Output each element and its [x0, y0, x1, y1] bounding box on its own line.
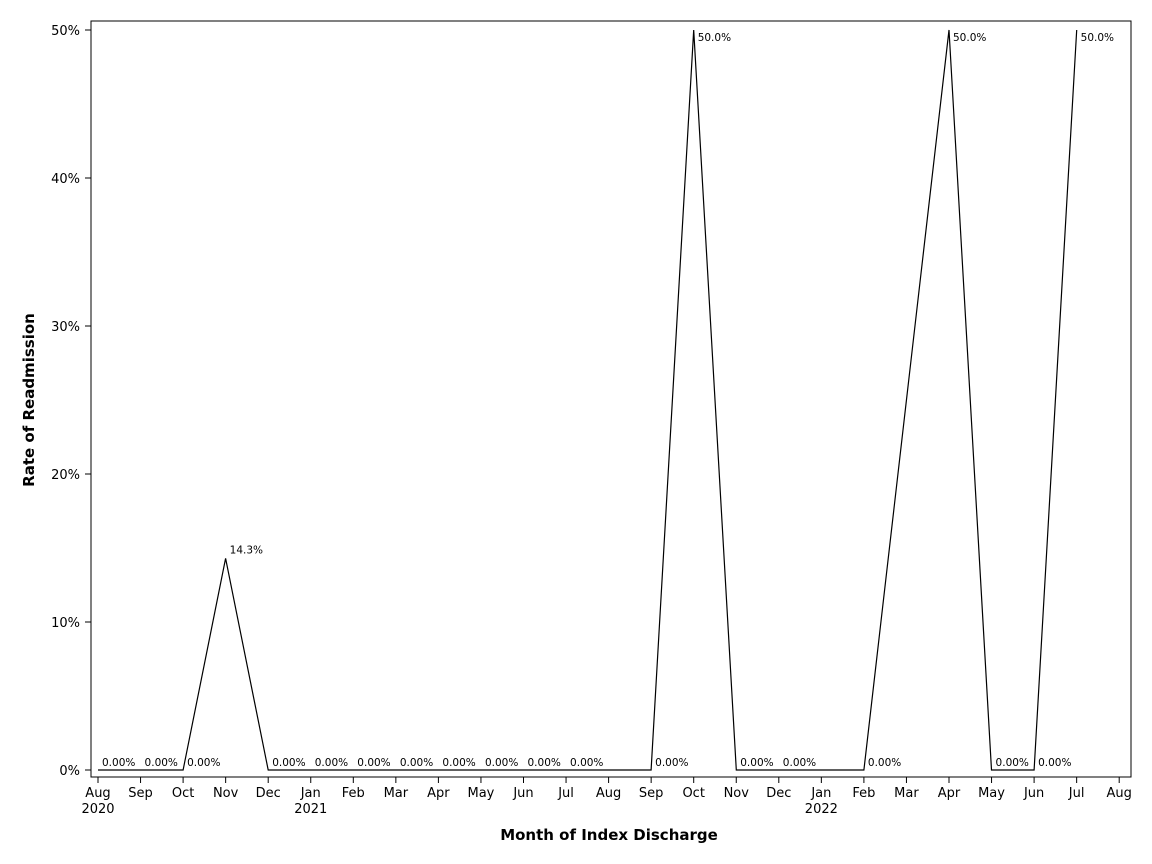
data-label: 0.00% [528, 757, 561, 769]
x-tick-label: May [468, 786, 495, 801]
data-label: 0.00% [145, 757, 178, 769]
data-label: 0.00% [485, 757, 518, 769]
data-label: 0.00% [868, 757, 901, 769]
y-axis-title: Rate of Readmission [20, 313, 38, 487]
data-label: 14.3% [230, 544, 263, 556]
data-label: 0.00% [570, 757, 603, 769]
x-tick-label: Feb [342, 786, 365, 801]
y-tick-label: 50% [51, 24, 80, 39]
y-tick-label: 30% [51, 320, 80, 335]
x-tick-label: Jan [810, 786, 831, 801]
x-tick-label: Oct [172, 786, 194, 801]
x-tick-label: Dec [766, 786, 791, 801]
x-tick-label: Sep [128, 786, 153, 801]
x-axis: Aug Sep Oct Nov Dec Jan Feb Mar Apr May Jun Jul Aug S… [81, 777, 1132, 817]
x-tick-label: Apr [427, 786, 450, 801]
y-tick-label: 20% [51, 468, 80, 483]
x-tick-label: Jun [512, 786, 533, 801]
x-axis-title: Month of Index Discharge [500, 826, 718, 844]
x-tick-label: Feb [852, 786, 875, 801]
x-year-label: 2022 [805, 802, 838, 817]
y-axis: 0% 10% 20% 30% 40% 50% [51, 24, 91, 779]
data-label-layer: 0.00% 0.00% 0.00% 14.3% 0.00% 0.00% 0.00% 0.00%… [102, 32, 1114, 769]
data-label: 50.0% [953, 32, 986, 44]
x-tick-label: Nov [724, 786, 750, 801]
x-tick-label: Oct [682, 786, 704, 801]
x-year-label: 2020 [81, 802, 114, 817]
x-year-label: 2021 [294, 802, 327, 817]
data-label: 0.00% [442, 757, 475, 769]
data-label: 0.00% [783, 757, 816, 769]
data-label: 50.0% [698, 32, 731, 44]
x-tick-label: Apr [938, 786, 961, 801]
x-tick-label: Aug [85, 786, 110, 801]
y-tick-label: 0% [59, 764, 80, 779]
y-tick-label: 40% [51, 172, 80, 187]
x-tick-label: Jul [557, 786, 574, 801]
series-layer [98, 29, 1078, 771]
data-label: 0.00% [400, 757, 433, 769]
data-label: 0.00% [272, 757, 305, 769]
data-label: 50.0% [1081, 32, 1114, 44]
x-tick-label: Jan [300, 786, 321, 801]
data-label: 0.00% [357, 757, 390, 769]
x-tick-label: Sep [639, 786, 664, 801]
x-tick-label: Jun [1023, 786, 1044, 801]
plot-frame [90, 20, 1132, 778]
x-tick-label: Aug [1107, 786, 1132, 801]
x-tick-label: Jul [1068, 786, 1085, 801]
x-tick-label: Dec [256, 786, 281, 801]
data-label: 0.00% [740, 757, 773, 769]
data-label: 0.00% [996, 757, 1029, 769]
y-tick-label: 10% [51, 616, 80, 631]
x-tick-label: Nov [213, 786, 239, 801]
data-label: 0.00% [315, 757, 348, 769]
data-label: 0.00% [1038, 757, 1071, 769]
data-label: 0.00% [187, 757, 220, 769]
x-tick-label: Mar [384, 786, 409, 801]
data-label: 0.00% [655, 757, 688, 769]
x-tick-label: May [978, 786, 1005, 801]
data-label: 0.00% [102, 757, 135, 769]
x-tick-label: Aug [596, 786, 621, 801]
series-line [98, 29, 1078, 771]
x-tick-label: Mar [894, 786, 919, 801]
